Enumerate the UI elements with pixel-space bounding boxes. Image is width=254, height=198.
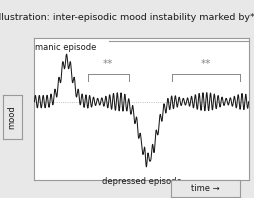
Text: mood: mood [8,105,17,129]
Text: **: ** [103,59,113,69]
Text: **: ** [200,59,210,69]
Text: depressed episode: depressed episode [101,177,181,186]
Text: manic episode: manic episode [35,43,97,52]
Text: time →: time → [190,184,219,193]
Text: illustration: inter-episodic mood instability marked by**: illustration: inter-episodic mood instab… [0,13,254,22]
